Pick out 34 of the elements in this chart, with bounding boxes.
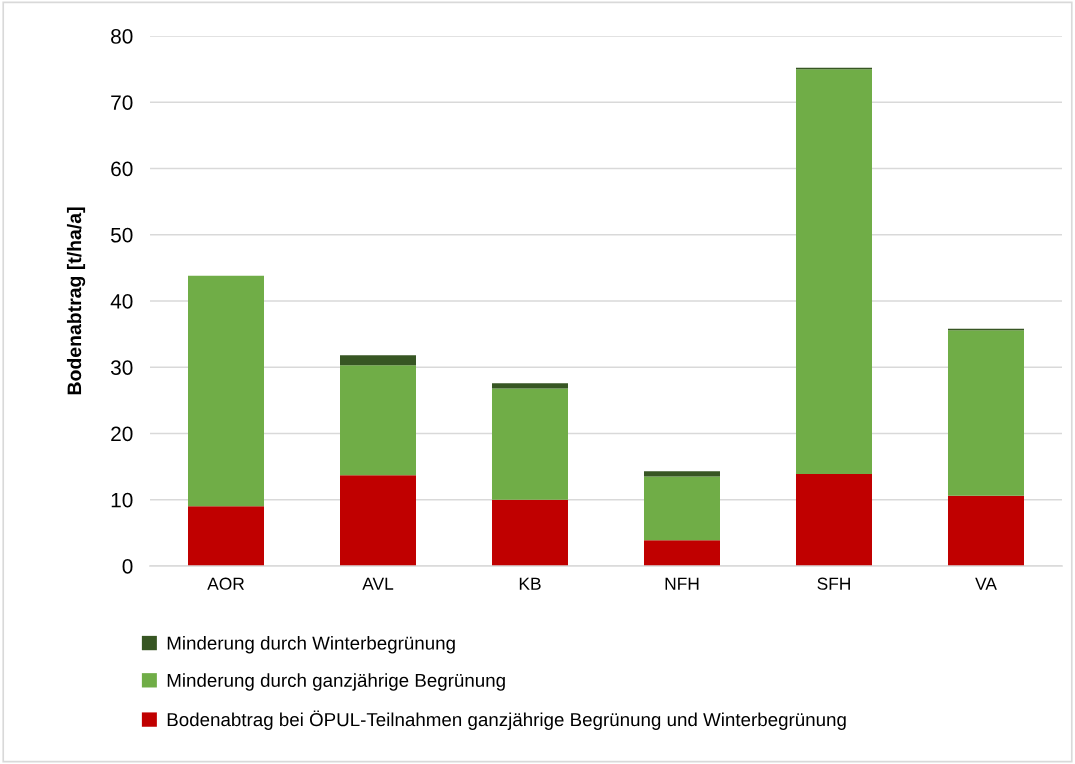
y-tick-label: 10 — [111, 492, 133, 508]
bar — [492, 383, 568, 389]
y-axis-title: Bodenabtrag [t/ha/a] — [66, 207, 86, 395]
bar — [492, 499, 568, 566]
bar — [188, 275, 264, 507]
bar — [948, 495, 1024, 566]
y-tick-label: 30 — [110, 360, 133, 375]
x-tick-label: AVL — [362, 577, 394, 590]
y-tick-label: 50 — [111, 227, 133, 243]
bar — [948, 330, 1024, 496]
bar — [644, 540, 720, 566]
x-tick-label: VA — [975, 577, 997, 590]
bar — [796, 69, 872, 474]
y-tick-label: 40 — [110, 294, 133, 309]
bar — [340, 365, 416, 476]
legend-label: Minderung durch Winterbegrünung — [167, 635, 455, 654]
bar — [188, 506, 264, 566]
y-tick-label: 60 — [111, 161, 133, 177]
bar — [796, 473, 872, 566]
y-tick-label: 80 — [111, 29, 133, 44]
legend-label: Bodenabtrag bei ÖPUL-Teilnahmen ganzjährige Begrünung und Winterbegrünung — [167, 710, 846, 730]
y-tick-label: 70 — [111, 95, 133, 110]
x-tick-label: KB — [519, 577, 541, 590]
x-tick-label: SFH — [817, 577, 850, 590]
bar — [340, 355, 416, 366]
x-tick-label: NFH — [665, 577, 699, 590]
bar — [644, 476, 720, 541]
bar — [340, 475, 416, 566]
bar — [644, 471, 720, 477]
legend-label: Minderung durch ganzjährige Begrünung — [167, 673, 505, 691]
x-tick-label: AOR — [207, 577, 245, 590]
y-tick-label: 0 — [122, 559, 133, 574]
bar — [492, 388, 568, 500]
y-tick-label: 20 — [111, 426, 133, 442]
